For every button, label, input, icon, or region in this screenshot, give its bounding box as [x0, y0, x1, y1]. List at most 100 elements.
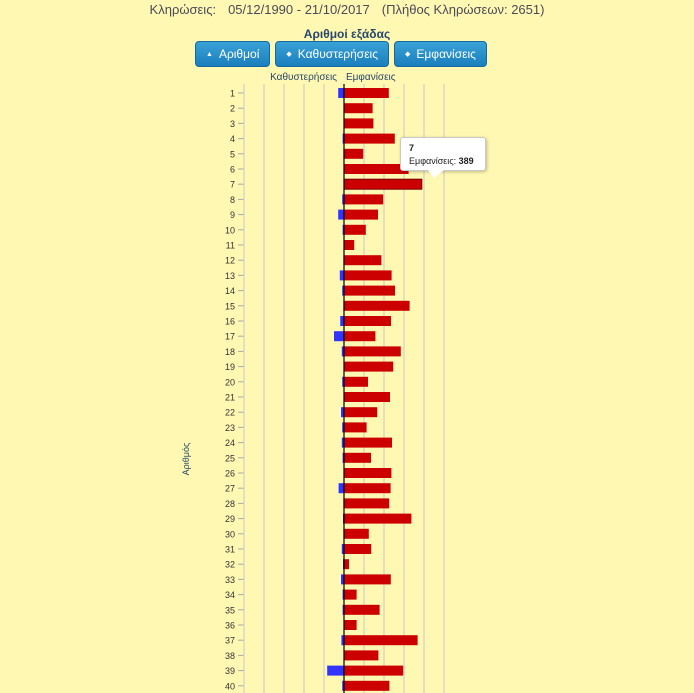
y-tick-label: 16 — [225, 317, 235, 327]
y-tick-label: 25 — [225, 453, 235, 463]
delay-bar — [342, 589, 344, 600]
delay-bar — [334, 331, 344, 342]
y-tick-label: 36 — [225, 621, 235, 631]
appearance-bar — [344, 468, 392, 478]
y-tick-label: 17 — [225, 332, 235, 342]
y-tick-label: 15 — [225, 301, 235, 311]
appearance-bar — [344, 361, 394, 372]
sort-by-delays-button[interactable]: ◆ Καθυστερήσεις — [275, 41, 389, 67]
appearance-bar — [344, 589, 357, 600]
y-tick-label: 23 — [225, 423, 235, 433]
appearance-bar — [344, 148, 364, 159]
delay-bar — [338, 209, 344, 220]
delay-bar — [342, 285, 344, 296]
appearance-bar — [344, 483, 391, 494]
y-tick-label: 34 — [225, 590, 235, 600]
delay-bar — [342, 224, 344, 235]
y-tick-label: 12 — [225, 256, 235, 266]
y-tick-label: 40 — [225, 681, 235, 691]
appearance-bar — [343, 178, 423, 190]
y-axis-title: Αριθμός — [181, 442, 191, 475]
appearance-bar — [344, 331, 376, 342]
sort-by-number-label: Αριθμοί — [218, 47, 260, 61]
bar-tooltip: 7 Εμφανίσεις: 389 — [400, 137, 486, 171]
delay-bar — [342, 376, 344, 387]
y-tick-label: 22 — [225, 408, 235, 418]
y-tick-label: 38 — [225, 651, 235, 661]
tooltip-value: 389 — [458, 156, 474, 166]
appearance-bar — [344, 209, 378, 220]
y-tick-label: 18 — [225, 347, 235, 357]
y-tick-label: 9 — [230, 210, 235, 220]
appearance-bar — [344, 164, 409, 174]
appearance-bar — [344, 528, 369, 539]
appearance-bar — [344, 346, 401, 357]
y-tick-label: 37 — [225, 636, 235, 646]
appearance-bar — [344, 407, 378, 418]
y-tick-label: 35 — [225, 605, 235, 615]
draws-date-range: 05/12/1990 - 21/10/2017 — [228, 2, 370, 17]
y-tick-label: 28 — [225, 499, 235, 509]
y-tick-label: 7 — [230, 180, 235, 190]
bar-chart: Καθυστερήσεις ΕμφανίσειςΑριθμός1234567891… — [181, 71, 445, 693]
y-tick-label: 10 — [225, 225, 235, 235]
appearance-bar — [344, 224, 366, 235]
delay-bar — [340, 316, 344, 326]
y-tick-label: 3 — [230, 119, 235, 129]
legend-appearances: Εμφανίσεις — [346, 71, 396, 83]
y-tick-label: 4 — [230, 134, 235, 144]
appearance-bar — [344, 452, 371, 463]
appearance-bar — [344, 680, 390, 691]
y-tick-label: 5 — [230, 149, 235, 159]
sort-by-appearances-button[interactable]: ◆ Εμφανίσεις — [394, 41, 487, 67]
y-tick-label: 14 — [225, 286, 235, 296]
y-tick-label: 33 — [225, 575, 235, 585]
appearance-bar — [344, 422, 367, 433]
tooltip-pointer — [428, 170, 444, 178]
appearance-bar — [344, 103, 373, 114]
delay-bar — [342, 604, 344, 615]
appearance-bar — [344, 88, 389, 98]
legend-delays: Καθυστερήσεις — [270, 71, 337, 83]
delay-bar — [341, 574, 344, 585]
delay-bar — [338, 483, 344, 494]
delay-bar — [339, 270, 344, 281]
appearance-bar — [344, 270, 392, 281]
sort-by-delays-label: Καθυστερήσεις — [297, 47, 378, 61]
appearance-bar — [344, 118, 374, 129]
y-tick-label: 26 — [225, 469, 235, 479]
chart-title: Αριθμοί εξάδας — [303, 27, 391, 41]
delay-bar — [341, 544, 344, 554]
appearance-bar — [344, 635, 418, 646]
y-tick-label: 19 — [225, 362, 235, 372]
appearance-bar — [344, 255, 382, 266]
delay-bar — [341, 437, 344, 448]
y-tick-label: 24 — [225, 438, 235, 448]
appearance-bar — [344, 285, 395, 296]
caret-both-icon: ◆ — [286, 50, 292, 58]
sort-by-number-button[interactable]: ▲ Αριθμοί — [195, 41, 271, 67]
delay-bar — [341, 635, 344, 646]
y-tick-label: 29 — [225, 514, 235, 524]
appearance-bar — [344, 620, 357, 630]
appearance-bar — [344, 665, 404, 676]
y-tick-label: 21 — [225, 393, 235, 403]
appearance-bar — [344, 513, 412, 524]
appearance-bar — [344, 133, 395, 144]
appearance-bar — [344, 498, 390, 509]
appearance-bar — [344, 437, 392, 448]
sort-button-group: ▲ Αριθμοί ◆ Καθυστερήσεις ◆ Εμφανίσεις — [195, 41, 487, 67]
appearance-bar — [344, 316, 391, 326]
appearance-bar — [344, 650, 379, 661]
appearance-bar — [344, 392, 390, 402]
appearance-bar — [344, 559, 349, 570]
delay-bar — [342, 680, 344, 691]
sort-by-appearances-label: Εμφανίσεις — [416, 47, 476, 61]
tooltip-label: Εμφανίσεις: — [409, 156, 457, 166]
y-tick-label: 13 — [225, 271, 235, 281]
tooltip-number: 7 — [409, 143, 415, 153]
delay-bar — [342, 194, 344, 205]
draws-count: (Πλήθος Κληρώσεων: 2651) — [381, 2, 545, 17]
delay-bar — [327, 665, 344, 676]
appearance-bar — [344, 194, 384, 205]
